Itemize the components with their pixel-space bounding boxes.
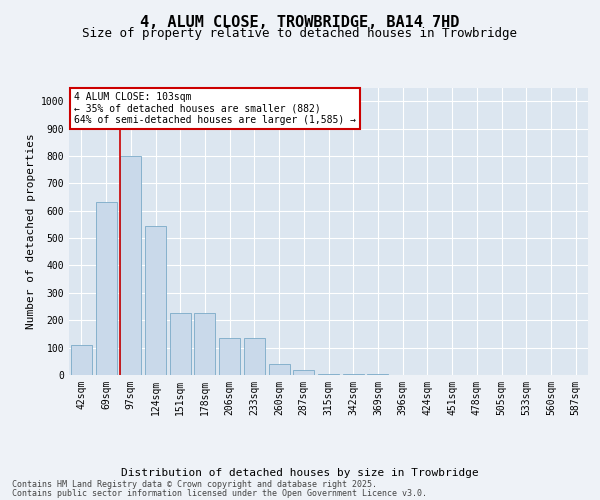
Bar	[120, 156, 141, 375]
Bar	[219, 338, 240, 375]
Bar	[367, 374, 388, 375]
Bar	[343, 374, 364, 375]
Bar	[95, 202, 116, 375]
Bar	[269, 364, 290, 375]
Text: Contains public sector information licensed under the Open Government Licence v3: Contains public sector information licen…	[12, 488, 427, 498]
Text: 4 ALUM CLOSE: 103sqm
← 35% of detached houses are smaller (882)
64% of semi-deta: 4 ALUM CLOSE: 103sqm ← 35% of detached h…	[74, 92, 356, 125]
Bar	[194, 314, 215, 375]
Text: Size of property relative to detached houses in Trowbridge: Size of property relative to detached ho…	[83, 28, 517, 40]
Bar	[170, 314, 191, 375]
Bar	[71, 345, 92, 375]
Bar	[145, 226, 166, 375]
Bar	[244, 338, 265, 375]
Text: 4, ALUM CLOSE, TROWBRIDGE, BA14 7HD: 4, ALUM CLOSE, TROWBRIDGE, BA14 7HD	[140, 15, 460, 30]
Text: Contains HM Land Registry data © Crown copyright and database right 2025.: Contains HM Land Registry data © Crown c…	[12, 480, 377, 489]
Bar	[293, 370, 314, 375]
Text: Distribution of detached houses by size in Trowbridge: Distribution of detached houses by size …	[121, 468, 479, 477]
Bar	[318, 374, 339, 375]
Y-axis label: Number of detached properties: Number of detached properties	[26, 134, 37, 329]
